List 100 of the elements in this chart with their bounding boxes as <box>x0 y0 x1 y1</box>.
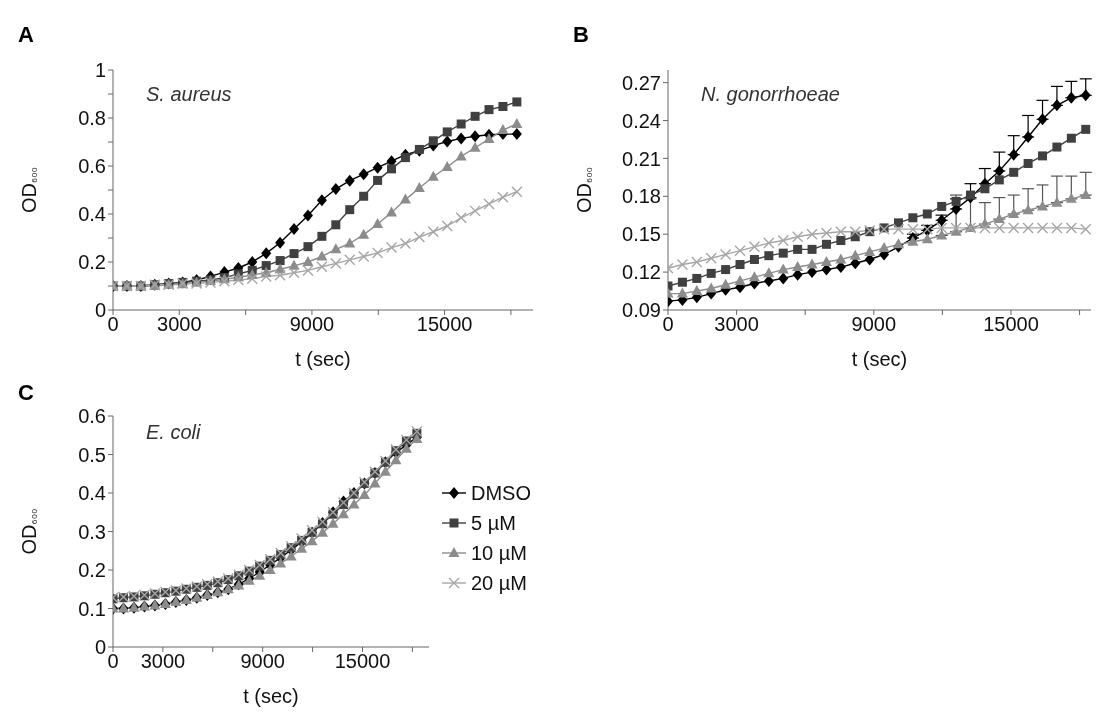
point <box>359 191 369 201</box>
y-tick-label: 0 <box>94 299 106 322</box>
point <box>749 254 759 264</box>
point <box>892 238 904 249</box>
point <box>330 243 342 254</box>
y-tick-label: 0.6 <box>78 155 106 178</box>
y-tick-label: 0.21 <box>622 147 661 170</box>
x-tick-label: 3000 <box>714 313 759 336</box>
point <box>719 248 732 261</box>
point <box>835 253 847 264</box>
point <box>386 206 398 217</box>
point <box>413 182 425 193</box>
point <box>993 222 1006 234</box>
y-axis-title: OD₆₀₀ <box>18 166 40 214</box>
point <box>345 205 355 215</box>
point <box>344 237 356 248</box>
point <box>1008 148 1019 161</box>
point <box>302 256 314 266</box>
point <box>369 477 381 488</box>
x-tick-label: 9000 <box>289 313 335 336</box>
point <box>358 168 369 181</box>
x-tick-label: 3000 <box>157 313 202 336</box>
y-tick-label: 1 <box>94 59 106 82</box>
point <box>456 119 466 129</box>
y-tick-label: 0.09 <box>622 299 661 322</box>
point <box>1080 189 1091 200</box>
y-tick-label: 0 <box>94 636 106 659</box>
point <box>993 213 1005 224</box>
point <box>908 213 918 223</box>
point <box>705 252 717 264</box>
point <box>372 218 384 229</box>
point <box>483 198 495 210</box>
annotation: N. gonorrhoeae <box>701 83 840 106</box>
x-tick-label: 15000 <box>983 313 1039 336</box>
point <box>777 234 789 247</box>
y-tick-label: 0.15 <box>622 223 661 246</box>
point <box>357 250 370 263</box>
point <box>793 244 803 254</box>
y-tick-label: 0.4 <box>78 482 106 505</box>
point <box>455 150 467 161</box>
point <box>835 225 847 238</box>
point <box>1065 192 1077 203</box>
point <box>285 550 297 561</box>
point <box>261 247 272 260</box>
y-tick-label: 0.27 <box>622 71 661 94</box>
point <box>936 214 947 227</box>
x-tick-label: 9000 <box>240 650 285 673</box>
point <box>498 101 508 111</box>
point <box>331 220 341 230</box>
x-tick-label: 15000 <box>334 650 391 673</box>
point <box>470 111 480 121</box>
point <box>937 201 947 211</box>
point <box>274 269 286 281</box>
legend-label: 5 µM <box>471 511 516 535</box>
point <box>994 175 1004 185</box>
point <box>399 237 412 250</box>
point <box>1023 158 1033 168</box>
point <box>720 278 732 289</box>
x-tick-label: 9000 <box>851 313 897 336</box>
y-tick-label: 0.6 <box>78 405 106 428</box>
point <box>705 282 717 293</box>
point <box>1037 113 1048 126</box>
annotation: E. coli <box>146 421 201 444</box>
point <box>1008 222 1020 234</box>
legend-label: 10 µM <box>471 541 527 565</box>
point <box>849 249 861 260</box>
point <box>864 245 876 256</box>
point <box>676 287 688 298</box>
point <box>706 268 716 278</box>
point <box>878 242 890 253</box>
point <box>922 209 932 219</box>
point <box>469 141 481 152</box>
point <box>470 130 481 143</box>
point <box>456 132 467 145</box>
point <box>400 442 412 453</box>
point <box>306 535 318 546</box>
point <box>791 231 804 243</box>
point <box>441 220 453 232</box>
point <box>442 135 453 148</box>
chart-title: A <box>18 22 34 48</box>
point <box>427 170 439 181</box>
point <box>302 209 313 222</box>
point <box>1009 167 1019 177</box>
y-tick-label: 0.18 <box>622 185 661 208</box>
point <box>748 241 761 253</box>
point <box>512 97 522 107</box>
point <box>1051 196 1063 207</box>
point <box>260 270 272 283</box>
point <box>734 244 746 257</box>
point <box>317 231 327 241</box>
point <box>676 258 689 271</box>
point <box>1038 151 1048 161</box>
point <box>358 488 370 499</box>
point <box>821 239 831 249</box>
point <box>358 228 370 239</box>
legend-label: 20 µM <box>471 571 527 595</box>
point <box>792 261 804 272</box>
point <box>441 160 453 171</box>
point <box>748 271 760 282</box>
point <box>288 267 300 279</box>
